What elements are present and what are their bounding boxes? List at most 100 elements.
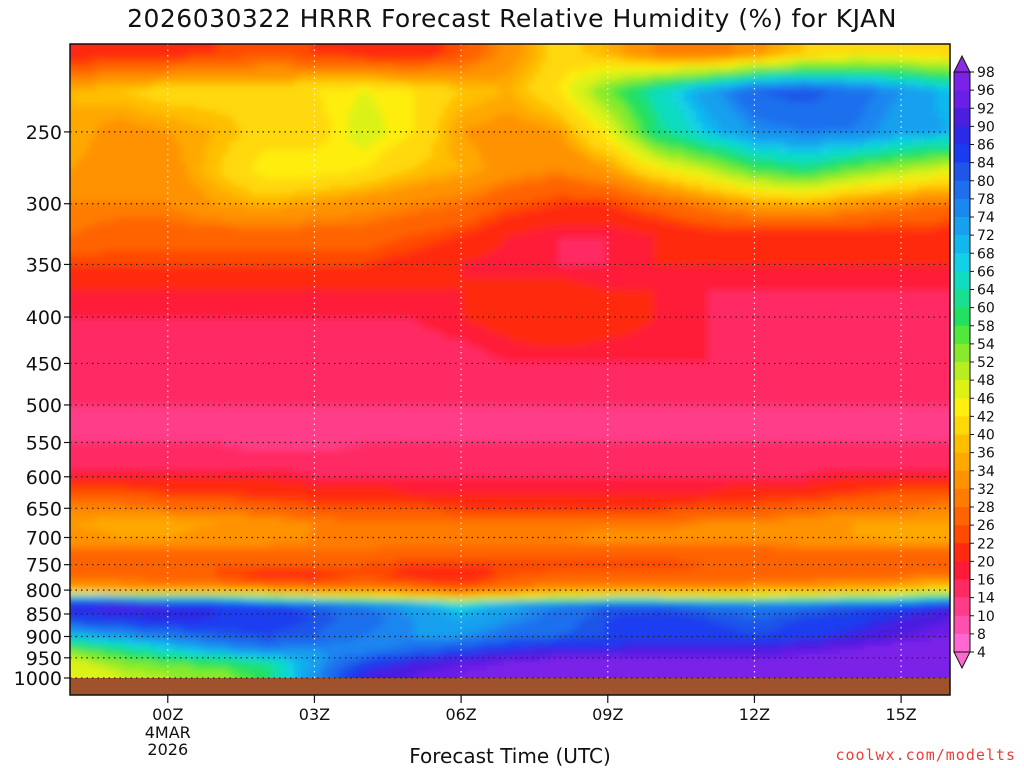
rh-cell [168, 66, 175, 71]
rh-cell [636, 98, 643, 103]
rh-cell [924, 102, 931, 107]
rh-cell [210, 38, 217, 43]
rh-cell [504, 74, 511, 79]
rh-cell [150, 66, 157, 71]
rh-cell [414, 142, 421, 147]
rh-cell [222, 106, 229, 111]
rh-cell [666, 54, 673, 59]
rh-cell [834, 158, 841, 163]
rh-cell [522, 86, 529, 91]
rh-cell [300, 38, 307, 43]
rh-cell [708, 102, 715, 107]
rh-cell [282, 46, 289, 51]
rh-cell [852, 90, 859, 95]
rh-cell [840, 86, 847, 91]
rh-cell [228, 166, 235, 171]
rh-cell [576, 122, 583, 127]
rh-cell [834, 38, 841, 43]
rh-cell [300, 106, 307, 111]
rh-cell [798, 106, 805, 111]
rh-cell [84, 46, 91, 51]
rh-cell [624, 106, 631, 111]
rh-cell [162, 66, 169, 71]
rh-cell [474, 94, 481, 99]
rh-cell [720, 54, 727, 59]
rh-cell [288, 126, 295, 131]
rh-cell [708, 44, 715, 47]
rh-cell [924, 158, 931, 163]
rh-cell [756, 58, 763, 63]
rh-cell [270, 54, 277, 59]
rh-cell [282, 34, 289, 39]
rh-cell [570, 62, 577, 67]
rh-cell [180, 44, 187, 47]
rh-cell [876, 126, 883, 131]
rh-cell [246, 126, 253, 131]
rh-cell [600, 114, 607, 119]
rh-cell [618, 90, 625, 95]
rh-cell [186, 98, 193, 103]
rh-cell [516, 46, 523, 51]
rh-cell [786, 126, 793, 131]
rh-cell [84, 166, 91, 171]
rh-cell [576, 134, 583, 139]
rh-cell [408, 150, 415, 155]
rh-cell [60, 90, 67, 95]
rh-cell [258, 50, 265, 55]
rh-cell [354, 94, 361, 99]
rh-cell [666, 126, 673, 131]
rh-cell [630, 158, 637, 163]
rh-cell [558, 74, 565, 79]
rh-cell [264, 78, 271, 83]
rh-cell [174, 94, 181, 99]
rh-cell [108, 54, 115, 59]
rh-cell [798, 44, 805, 47]
rh-cell [546, 74, 553, 79]
rh-cell [378, 110, 385, 115]
rh-cell [240, 50, 247, 55]
rh-cell [804, 102, 811, 107]
rh-cell [732, 162, 739, 167]
rh-cell [474, 50, 481, 55]
rh-cell [876, 154, 883, 159]
rh-cell [714, 46, 721, 51]
rh-cell [876, 122, 883, 127]
rh-cell [912, 158, 919, 163]
rh-cell [912, 50, 919, 55]
rh-cell [294, 142, 301, 147]
rh-cell [876, 162, 883, 167]
rh-cell [630, 58, 637, 63]
rh-cell [90, 126, 97, 131]
rh-cell [486, 162, 493, 167]
rh-cell [390, 114, 397, 119]
rh-cell [894, 34, 901, 39]
rh-cell [924, 90, 931, 95]
rh-cell [324, 70, 331, 75]
rh-cell [120, 158, 127, 163]
rh-cell [276, 162, 283, 167]
rh-cell [390, 142, 397, 147]
rh-cell [738, 154, 745, 159]
rh-cell [84, 74, 91, 79]
rh-cell [72, 38, 79, 43]
rh-cell [306, 44, 313, 47]
rh-cell [684, 110, 691, 115]
rh-cell [822, 110, 829, 115]
rh-cell [72, 86, 79, 91]
rh-cell [444, 98, 451, 103]
rh-cell [396, 78, 403, 83]
rh-cell [852, 154, 859, 159]
rh-cell [162, 82, 169, 87]
rh-cell [696, 130, 703, 135]
rh-cell [474, 46, 481, 51]
rh-cell [948, 118, 950, 123]
rh-cell [336, 62, 343, 67]
rh-cell [378, 44, 385, 47]
rh-cell [600, 102, 607, 107]
rh-cell [936, 90, 943, 95]
rh-cell [522, 122, 529, 127]
rh-cell [780, 54, 787, 59]
rh-cell [552, 78, 559, 83]
rh-cell [276, 62, 283, 67]
rh-cell [378, 98, 385, 103]
